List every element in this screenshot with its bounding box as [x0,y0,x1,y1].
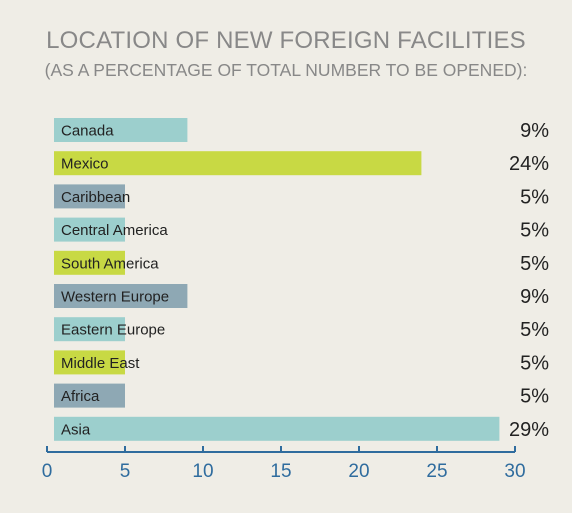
bar-asia [54,416,500,441]
value-label-caribbean: 5% [520,186,549,208]
x-tick-label-15: 15 [270,461,291,482]
value-label-africa: 5% [520,386,549,408]
x-tick-label-0: 0 [42,461,53,482]
bar-central-america [54,217,125,242]
bar-label-caribbean: Caribbean [61,189,130,206]
bar-label-middle-east: Middle East [61,355,140,372]
value-label-eastern-europe: 5% [520,319,549,341]
bar-label-mexico: Mexico [61,156,109,173]
value-label-mexico: 24% [509,153,549,175]
bar-label-south-america: South America [61,255,159,272]
chart-subtitle: (AS A PERCENTAGE OF TOTAL NUMBER TO BE O… [44,60,528,80]
bar-label-canada: Canada [61,123,114,140]
bar-south-america [54,250,125,275]
bar-label-central-america: Central America [61,222,168,239]
x-tick-label-10: 10 [192,461,213,482]
bar-middle-east [54,350,125,375]
value-label-middle-east: 5% [520,352,549,374]
value-label-south-america: 5% [520,253,549,275]
bars-group: Canada 9% Mexico 24% Caribbean 5% Central Amer… [54,118,549,441]
bar-label-asia: Asia [61,421,91,438]
bar-mexico [54,151,422,176]
chart-title: LOCATION OF NEW FOREIGN FACILITIES [46,27,526,54]
x-axis: 0 5 10 15 20 25 30 [42,446,526,482]
x-tick-label-25: 25 [426,461,447,482]
bar-africa [54,383,125,408]
value-label-asia: 29% [509,419,549,441]
bar-eastern-europe [54,317,125,342]
value-label-canada: 9% [520,120,549,142]
value-label-western-europe: 9% [520,286,549,308]
bar-caribbean [54,184,125,209]
bar-canada [54,118,188,142]
bar-label-eastern-europe: Eastern Europe [61,322,165,339]
bar-western-europe [54,284,188,308]
chart-header: LOCATION OF NEW FOREIGN FACILITIES (AS A… [0,26,572,82]
x-tick-label-30: 30 [504,461,525,482]
x-tick-label-5: 5 [120,461,131,482]
value-label-central-america: 5% [520,220,549,242]
bar-label-western-europe: Western Europe [61,289,169,306]
x-tick-label-20: 20 [348,461,369,482]
bar-label-africa: Africa [61,388,100,405]
